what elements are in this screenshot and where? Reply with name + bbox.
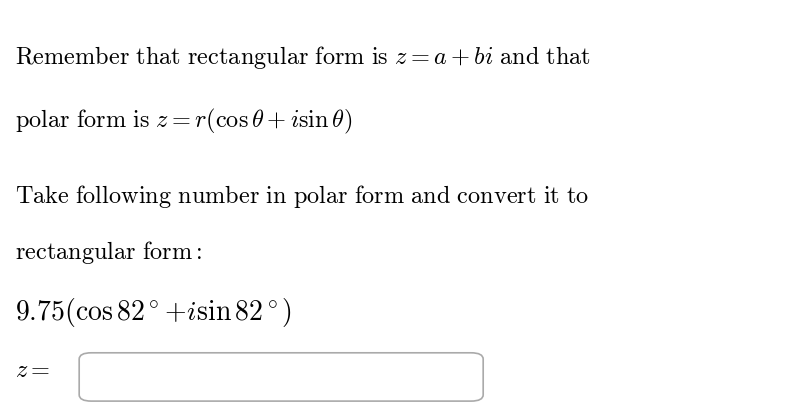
Text: $\mathrm{polar\ form\ is\ }z = r(\cos\theta + i\sin\theta)$: $\mathrm{polar\ form\ is\ }z = r(\cos\th… (15, 107, 351, 136)
Text: $\mathrm{Take\ following\ number\ in\ polar\ form\ and\ convert\ it\ to}$: $\mathrm{Take\ following\ number\ in\ po… (15, 183, 589, 210)
Text: $9.75(\cos 82^\circ\!+\!i\sin 82^\circ)$: $9.75(\cos 82^\circ\!+\!i\sin 82^\circ)$ (15, 296, 292, 329)
FancyBboxPatch shape (79, 353, 483, 401)
Text: $z =$: $z =$ (15, 357, 49, 382)
Text: $\mathrm{rectangular\ form:}$: $\mathrm{rectangular\ form:}$ (15, 239, 202, 266)
Text: $\mathrm{Remember\ that\ rectangular\ form\ is\ }z = a + bi\mathrm{\ and\ that}$: $\mathrm{Remember\ that\ rectangular\ fo… (15, 44, 591, 71)
